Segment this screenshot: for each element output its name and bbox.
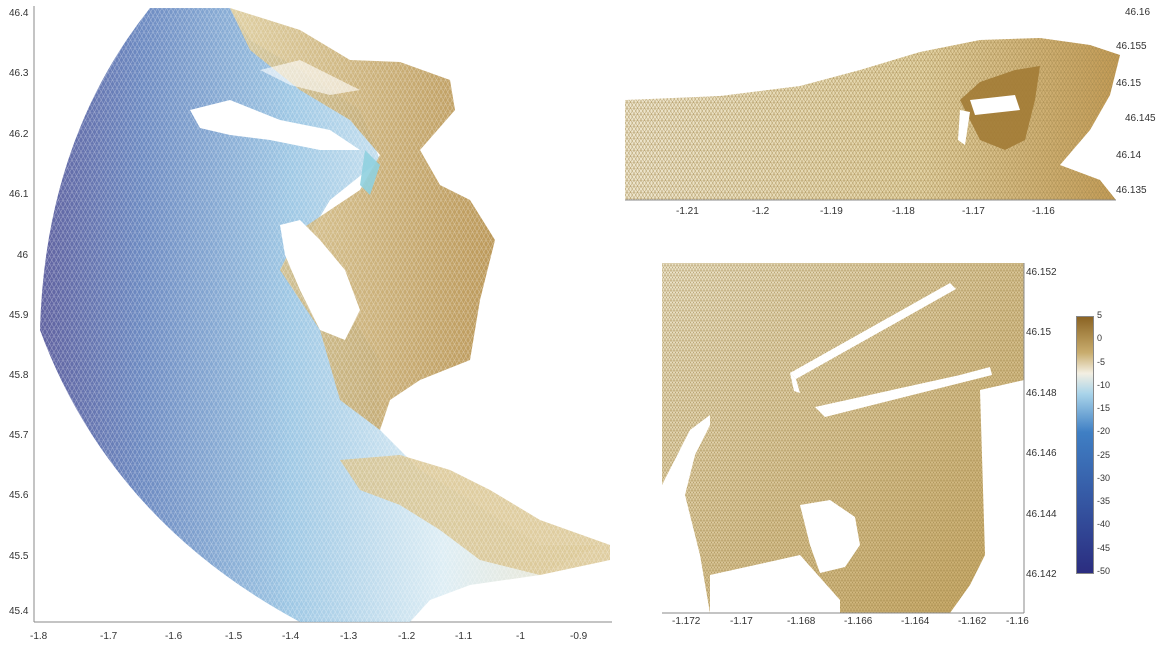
bottom-inset-x-tick: -1.166 bbox=[844, 616, 873, 627]
bottom-inset-pier bbox=[815, 367, 992, 417]
main-y-tick: 45.8 bbox=[9, 370, 29, 381]
island-re bbox=[190, 100, 360, 150]
top-inset-y-tick: 46.135 bbox=[1116, 185, 1147, 196]
colorbar-tick-label: 5 bbox=[1097, 310, 1103, 320]
main-x-tick: -0.9 bbox=[570, 631, 588, 642]
main-y-tick: 46.2 bbox=[9, 129, 29, 140]
colorbar-tick-label: 0 bbox=[1097, 333, 1103, 344]
bottom-inset-x-tick: -1.16 bbox=[1006, 616, 1029, 627]
top-inset-panel: -1.21 -1.2 -1.19 -1.18 -1.17 -1.16 46.16… bbox=[620, 0, 1164, 230]
bottom-inset-y-tick: 46.15 bbox=[1026, 327, 1052, 338]
top-inset-y-tick: 46.16 bbox=[1125, 7, 1151, 18]
main-x-tick: -1.1 bbox=[455, 631, 473, 642]
colorbar-tick-label: -45 bbox=[1097, 542, 1111, 553]
bottom-inset-y-tick: 46.146 bbox=[1026, 448, 1057, 459]
top-inset-x-tick: -1.19 bbox=[820, 206, 843, 217]
main-x-tick: -1.7 bbox=[100, 631, 118, 642]
colorbar-tick-label: -5 bbox=[1097, 356, 1106, 367]
top-inset-x-tick: -1.2 bbox=[752, 206, 770, 217]
main-x-tick: -1.8 bbox=[30, 631, 48, 642]
bottom-inset-y-tick: 46.142 bbox=[1026, 569, 1057, 580]
bottom-inset-land-right bbox=[950, 380, 1024, 613]
bottom-inset-land-bottom bbox=[710, 555, 840, 613]
main-y-tick: 46.3 bbox=[9, 68, 29, 79]
top-inset-mesh bbox=[625, 38, 1120, 201]
depth-colorbar bbox=[1076, 316, 1094, 574]
colorbar-tick-label: -10 bbox=[1097, 379, 1111, 390]
main-map-mesh bbox=[33, 6, 612, 623]
main-x-tick: -1 bbox=[516, 631, 525, 642]
top-inset-x-tick: -1.17 bbox=[962, 206, 985, 217]
main-y-tick: 45.7 bbox=[9, 430, 29, 441]
main-x-tick: -1.6 bbox=[165, 631, 183, 642]
main-x-tick: -1.2 bbox=[398, 631, 416, 642]
top-inset-y-tick: 46.15 bbox=[1116, 78, 1142, 89]
bottom-inset-x-tick: -1.172 bbox=[672, 616, 701, 627]
colorbar-tick-label: -40 bbox=[1097, 519, 1111, 530]
bottom-inset-mesh bbox=[662, 263, 1025, 614]
main-y-tick: 45.4 bbox=[9, 606, 29, 617]
colorbar-tick-label: -15 bbox=[1097, 403, 1111, 414]
main-y-tick: 45.6 bbox=[9, 490, 29, 501]
bottom-inset-y-tick: 46.144 bbox=[1026, 509, 1057, 520]
main-y-tick: 46.4 bbox=[9, 8, 29, 19]
top-inset-y-tick: 46.155 bbox=[1116, 41, 1147, 52]
main-x-tick: -1.5 bbox=[225, 631, 243, 642]
top-inset-x-tick: -1.21 bbox=[676, 206, 699, 217]
main-y-tick: 45.5 bbox=[9, 551, 29, 562]
bottom-inset-land-left bbox=[662, 415, 710, 613]
colorbar-tick-label: -35 bbox=[1097, 496, 1111, 507]
top-inset-x-tick: -1.16 bbox=[1032, 206, 1055, 217]
bottom-inset-panel: -1.172 -1.17 -1.168 -1.166 -1.164 -1.162… bbox=[650, 255, 1070, 647]
top-inset-y-tick: 46.14 bbox=[1116, 150, 1142, 161]
bottom-inset-x-tick: -1.17 bbox=[730, 616, 753, 627]
main-y-tick: 46.1 bbox=[9, 189, 29, 200]
mainland-north bbox=[260, 60, 360, 95]
colorbar-tick-label: -50 bbox=[1097, 566, 1111, 576]
channel-mark bbox=[360, 150, 380, 195]
main-x-tick: -1.4 bbox=[282, 631, 300, 642]
bottom-inset-jetty bbox=[790, 283, 956, 379]
top-inset-y-tick: 46.145 bbox=[1125, 113, 1156, 124]
bottom-inset-y-tick: 46.152 bbox=[1026, 267, 1057, 278]
main-y-tick: 45.9 bbox=[9, 310, 29, 321]
bottom-inset-x-tick: -1.164 bbox=[901, 616, 930, 627]
main-map-panel: 46.4 46.3 46.2 46.1 46 45.9 45.8 45.7 45… bbox=[9, 6, 612, 642]
bottom-inset-y-tick: 46.148 bbox=[1026, 388, 1057, 399]
colorbar-tick-label: -20 bbox=[1097, 426, 1111, 437]
bottom-inset-jetty-short bbox=[790, 373, 800, 393]
main-y-tick: 46 bbox=[17, 250, 29, 261]
island-oleron bbox=[280, 220, 360, 340]
top-inset-jetty-2 bbox=[958, 110, 970, 145]
colorbar-tick-label: -30 bbox=[1097, 472, 1111, 483]
bottom-inset-basin bbox=[800, 500, 860, 573]
colorbar-tick-label: -25 bbox=[1097, 449, 1111, 460]
main-x-tick: -1.3 bbox=[340, 631, 358, 642]
top-inset-jetty bbox=[970, 95, 1020, 115]
top-inset-x-tick: -1.18 bbox=[892, 206, 915, 217]
bottom-inset-x-tick: -1.168 bbox=[787, 616, 816, 627]
bottom-inset-x-tick: -1.162 bbox=[958, 616, 987, 627]
